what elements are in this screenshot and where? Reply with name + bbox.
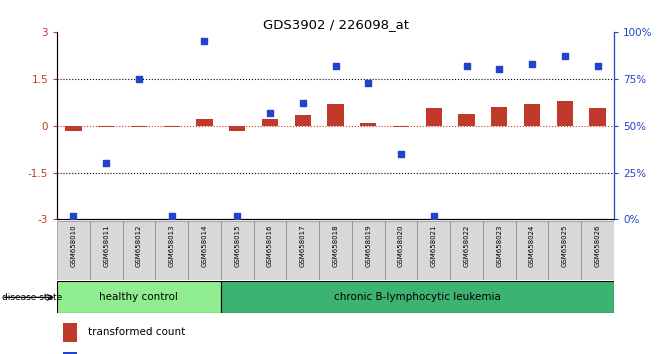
Bar	[295, 115, 311, 126]
Text: GSM658025: GSM658025	[562, 225, 568, 267]
Bar	[65, 126, 82, 131]
Point	[560, 53, 570, 59]
Bar	[425, 108, 442, 126]
Bar	[384, 221, 417, 280]
Point	[232, 213, 243, 218]
Bar	[417, 221, 450, 280]
Bar	[131, 126, 147, 127]
Point	[363, 80, 374, 85]
Text: GSM658015: GSM658015	[234, 225, 240, 267]
Bar	[393, 126, 409, 127]
Bar	[524, 104, 540, 126]
Point	[264, 110, 275, 115]
Point	[592, 63, 603, 68]
Bar	[90, 221, 123, 280]
Point	[101, 160, 111, 166]
Text: transformed count: transformed count	[89, 327, 186, 337]
Bar	[229, 126, 246, 131]
Bar	[319, 221, 352, 280]
Point	[68, 213, 79, 218]
Text: GSM658022: GSM658022	[464, 225, 470, 267]
Text: healthy control: healthy control	[99, 292, 178, 302]
Point	[494, 67, 505, 72]
Point	[527, 61, 537, 67]
Text: GSM658014: GSM658014	[201, 225, 207, 267]
Point	[199, 38, 210, 44]
Bar	[254, 221, 287, 280]
Bar	[581, 221, 614, 280]
Text: GSM658018: GSM658018	[333, 225, 338, 267]
Bar	[450, 221, 483, 280]
Text: GSM658021: GSM658021	[431, 225, 437, 267]
Bar	[62, 323, 77, 342]
Bar	[287, 221, 319, 280]
Point	[396, 151, 407, 156]
Bar	[360, 123, 376, 126]
Text: GSM658010: GSM658010	[70, 225, 76, 267]
Bar	[491, 107, 507, 126]
Point	[166, 213, 177, 218]
Bar	[155, 221, 188, 280]
Bar	[98, 126, 114, 127]
Text: GSM658013: GSM658013	[168, 225, 174, 267]
Bar	[262, 119, 278, 126]
Point	[428, 213, 439, 218]
Bar	[221, 281, 614, 313]
Text: GSM658026: GSM658026	[595, 225, 601, 267]
Text: GSM658012: GSM658012	[136, 225, 142, 267]
Bar	[188, 221, 221, 280]
Bar	[57, 221, 90, 280]
Text: GSM658011: GSM658011	[103, 225, 109, 267]
Text: GSM658020: GSM658020	[398, 225, 404, 267]
Text: GSM658024: GSM658024	[529, 225, 535, 267]
Bar	[589, 108, 606, 126]
Text: GSM658023: GSM658023	[497, 225, 503, 267]
Point	[297, 100, 308, 106]
Text: chronic B-lymphocytic leukemia: chronic B-lymphocytic leukemia	[334, 292, 501, 302]
Bar	[197, 119, 213, 126]
Point	[134, 76, 144, 81]
Bar	[164, 126, 180, 127]
Text: GSM658019: GSM658019	[365, 225, 371, 267]
Bar	[352, 221, 384, 280]
Bar	[123, 221, 155, 280]
Text: GSM658017: GSM658017	[300, 225, 306, 267]
Bar	[327, 104, 344, 126]
Bar	[548, 221, 581, 280]
Bar	[62, 352, 77, 354]
Bar	[483, 221, 516, 280]
Text: disease state: disease state	[2, 293, 62, 302]
Bar	[557, 101, 573, 126]
Bar	[221, 221, 254, 280]
Text: GSM658016: GSM658016	[267, 225, 273, 267]
Point	[330, 63, 341, 68]
Bar	[57, 281, 221, 313]
Bar	[516, 221, 548, 280]
Title: GDS3902 / 226098_at: GDS3902 / 226098_at	[262, 18, 409, 31]
Point	[461, 63, 472, 68]
Bar	[458, 114, 475, 126]
